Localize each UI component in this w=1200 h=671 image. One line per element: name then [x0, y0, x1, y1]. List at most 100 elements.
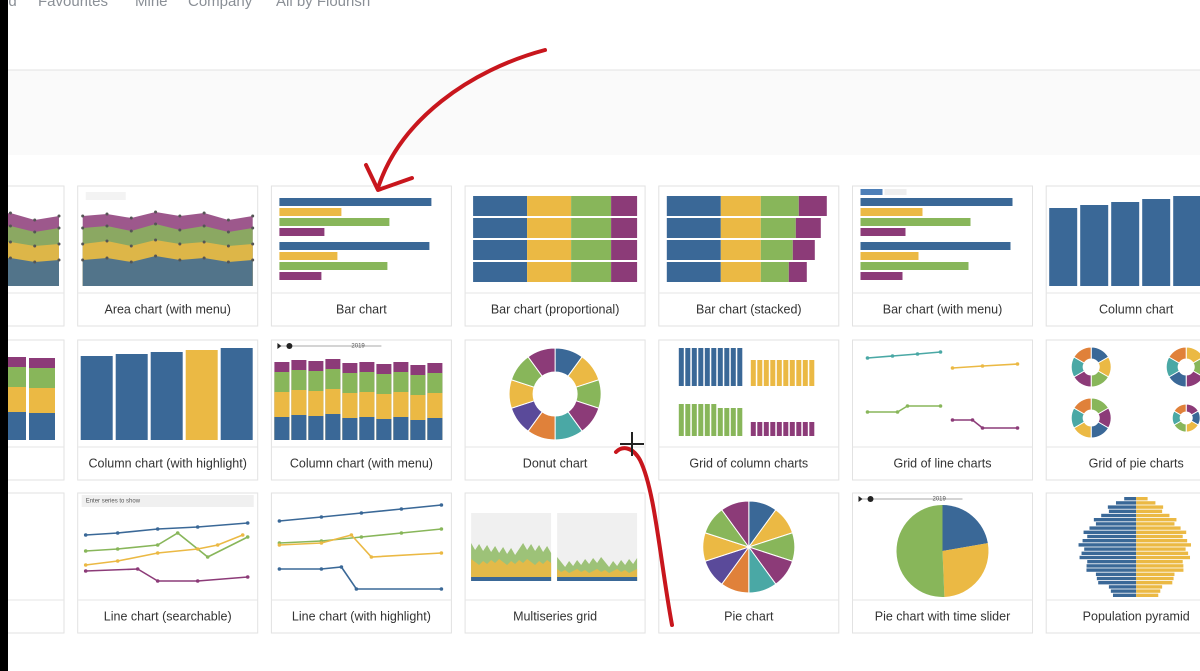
template-card[interactable]: 2019 Column chart (with menu) [270, 339, 452, 481]
segment [942, 505, 988, 551]
line [867, 405, 941, 413]
dot [155, 551, 160, 555]
shape [717, 348, 723, 386]
template-card[interactable]: ked) [0, 185, 65, 327]
shape [763, 360, 769, 386]
template-card[interactable]: Area chart (with menu) [77, 185, 259, 327]
shape [1136, 518, 1177, 522]
template-card[interactable]: cked) [0, 339, 65, 481]
template-card[interactable]: Multiseries grid [464, 492, 646, 634]
shape [1108, 585, 1137, 589]
template-card[interactable]: Bar chart (proportional) [464, 185, 646, 327]
header-band [0, 70, 1200, 155]
template-card[interactable]: Column chart (with highlight) [77, 339, 259, 481]
dot [359, 511, 364, 515]
thumbnail [1070, 346, 1200, 439]
template-card[interactable]: Donut chart [464, 339, 646, 481]
template-card[interactable]: Column chart [1045, 185, 1200, 327]
shape [796, 422, 802, 436]
shape [678, 348, 684, 386]
shape [1115, 501, 1137, 505]
dot [399, 531, 404, 535]
shape [860, 252, 919, 260]
shape [527, 218, 572, 238]
shape [763, 422, 769, 436]
tab[interactable]: ed [0, 0, 17, 10]
shape [1112, 593, 1137, 597]
template-card[interactable]: 2019 Pie chart with time slider [852, 492, 1033, 634]
line [85, 534, 243, 566]
shape [1110, 589, 1137, 593]
shape [720, 218, 761, 238]
thumb-text: Enter series to show [86, 499, 141, 505]
dot [57, 214, 61, 218]
dot [240, 533, 245, 537]
dot [915, 352, 920, 356]
card-label: Bar chart (stacked) [696, 302, 802, 316]
dot [105, 256, 109, 260]
dot [905, 404, 910, 408]
card-label: Donut chart [523, 456, 588, 470]
dot [178, 214, 182, 218]
shape [724, 348, 730, 386]
shape [1079, 555, 1137, 560]
cursor [620, 432, 644, 456]
shape [473, 240, 528, 260]
template-card[interactable]: cted) [0, 492, 65, 634]
dot [354, 587, 359, 591]
shape [678, 404, 684, 436]
shape [789, 360, 795, 386]
knob [286, 343, 293, 349]
shape [666, 240, 721, 260]
play [277, 343, 282, 349]
shape [760, 196, 799, 216]
shape [1136, 505, 1164, 509]
dot [202, 256, 206, 260]
shape [1136, 564, 1184, 568]
shape [427, 418, 443, 440]
segment [896, 505, 945, 597]
dot [81, 242, 85, 246]
dot [970, 418, 975, 422]
shape [571, 262, 612, 282]
dot [115, 547, 120, 551]
shape [1080, 205, 1109, 286]
segment [1185, 346, 1200, 364]
card-label: Bar chart (with menu) [883, 302, 1002, 316]
thumbnail [702, 500, 796, 594]
dot [57, 226, 61, 230]
shape [711, 404, 717, 436]
template-card[interactable]: Grid of pie charts [1045, 339, 1200, 481]
template-card[interactable]: Bar chart (stacked) [658, 185, 840, 327]
dot [195, 547, 200, 551]
shape [1136, 560, 1183, 564]
tab[interactable]: Favourites [38, 0, 108, 10]
tab[interactable]: Mine [135, 0, 168, 10]
tab[interactable]: All by Flourish [276, 0, 370, 10]
shape [1136, 551, 1189, 555]
template-card[interactable]: Bar chart (with menu) [852, 185, 1033, 327]
segment [1192, 358, 1200, 376]
thumbnail [473, 196, 638, 282]
dot [251, 258, 255, 262]
template-card[interactable]: Enter series to show Line chart (searchab… [77, 492, 259, 634]
template-card[interactable]: Pie chart [658, 492, 840, 634]
line [867, 351, 941, 359]
dot [865, 410, 870, 414]
template-card[interactable]: Bar chart [270, 185, 452, 327]
tab[interactable]: Company [188, 0, 253, 10]
dot [950, 418, 955, 422]
template-card[interactable]: Population pyramid [1045, 492, 1200, 634]
dot [980, 364, 985, 368]
thumbnail: 2019 [858, 496, 989, 597]
template-card[interactable]: Grid of line charts [852, 339, 1033, 481]
shape [185, 350, 218, 440]
dot [895, 410, 900, 414]
template-card[interactable]: Grid of column charts [658, 339, 840, 481]
thumb-text: 2019 [933, 497, 947, 503]
template-card[interactable]: Line chart (with highlight) [270, 492, 452, 634]
dot [439, 503, 444, 507]
dot [178, 228, 182, 232]
shape [1136, 539, 1188, 543]
shape [473, 262, 528, 282]
